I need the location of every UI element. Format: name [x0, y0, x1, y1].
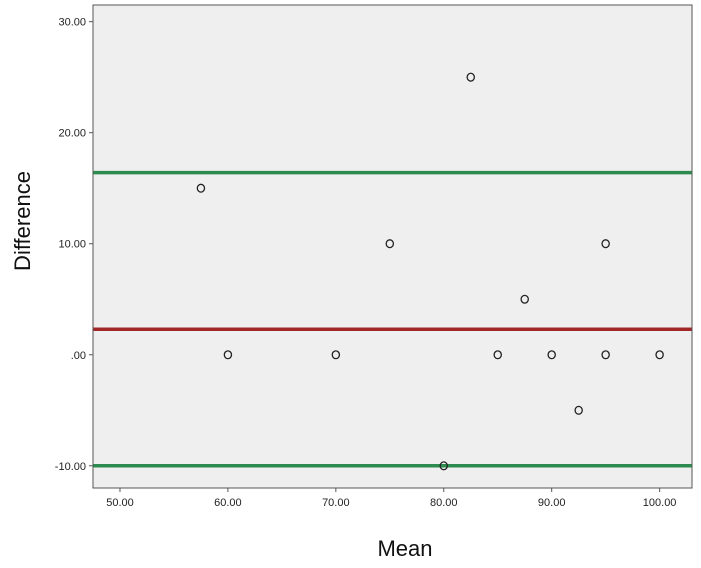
data-point-1: [223, 350, 233, 360]
y-axis-title: Difference: [10, 171, 35, 271]
y-tick-label-2: 10.00: [58, 239, 86, 251]
y-tick-label-1: 20.00: [58, 128, 86, 140]
x-tick-label-1: 60.00: [214, 497, 242, 509]
x-axis-title: Mean: [377, 536, 432, 561]
data-point-4: [439, 461, 449, 471]
data-point-3: [385, 239, 395, 249]
data-point-0: [196, 183, 206, 193]
data-point-6: [493, 350, 502, 360]
plot-frame: [92, 4, 693, 489]
data-point-10: [601, 239, 610, 249]
data-point-11: [601, 350, 610, 360]
x-tick-label-5: 100.00: [643, 497, 677, 509]
data-point-7: [520, 294, 529, 304]
data-point-12: [655, 350, 664, 360]
data-point-5: [466, 72, 475, 82]
x-tick-label-4: 90.00: [538, 497, 566, 509]
x-tick-label-3: 80.00: [430, 497, 458, 509]
plot-layer: 30.00 20.00 10.00 .00 -10.00 50.00 60.00 70.00 8…: [55, 4, 693, 509]
x-tick-label-0: 50.00: [106, 497, 134, 509]
x-tick-label-2: 70.00: [322, 497, 350, 509]
y-tick-label-0: 30.00: [58, 17, 86, 29]
y-tick-label-3: .00: [71, 350, 86, 362]
data-point-8: [547, 350, 556, 360]
data-point-2: [331, 350, 341, 360]
data-point-9: [574, 405, 583, 415]
y-tick-label-4: -10.00: [55, 461, 86, 473]
